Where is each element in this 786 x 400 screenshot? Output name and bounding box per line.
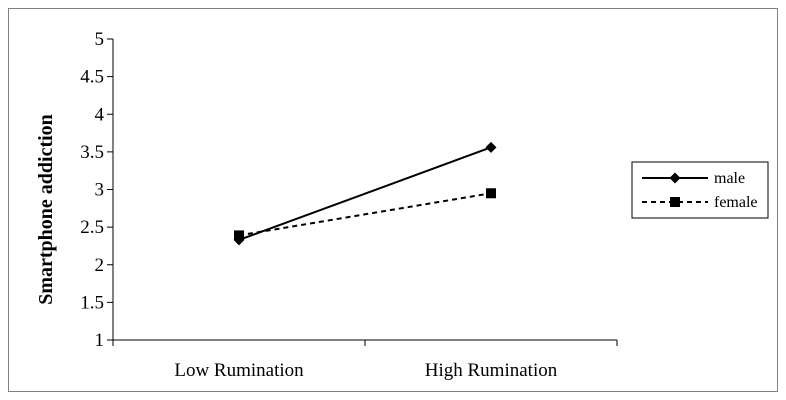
legend: male female — [631, 161, 769, 219]
y-tick-label: 2.5 — [80, 217, 104, 238]
y-tick-label: 4.5 — [80, 67, 104, 88]
data-point-female — [234, 230, 244, 241]
legend-label-male: male — [714, 170, 745, 187]
y-axis-title: Smartphone addiction — [35, 114, 57, 305]
legend-marker-male — [669, 172, 681, 184]
y-tick-label: 3.5 — [80, 142, 104, 163]
y-tick-label: 3 — [95, 180, 105, 201]
y-tick-label: 1 — [95, 330, 105, 351]
legend-box — [631, 161, 769, 219]
legend-label-female: female — [714, 194, 758, 211]
series-line-female — [238, 192, 492, 237]
plot-area: 1 1.5 2 2.5 3 3.5 4 4.5 5 Low Rumination High Rumi… — [80, 29, 618, 381]
y-tick-label: 4 — [95, 104, 105, 125]
x-tick-label: High Rumination — [425, 360, 558, 381]
y-tick-label: 5 — [95, 29, 105, 50]
data-point-male — [485, 141, 497, 153]
x-tick-label: Low Rumination — [174, 360, 304, 381]
data-point-female — [486, 188, 496, 199]
legend-marker-female — [670, 197, 680, 207]
series-line-male — [238, 146, 492, 241]
y-tick-label: 1.5 — [80, 292, 104, 313]
y-tick-label: 2 — [95, 255, 105, 276]
